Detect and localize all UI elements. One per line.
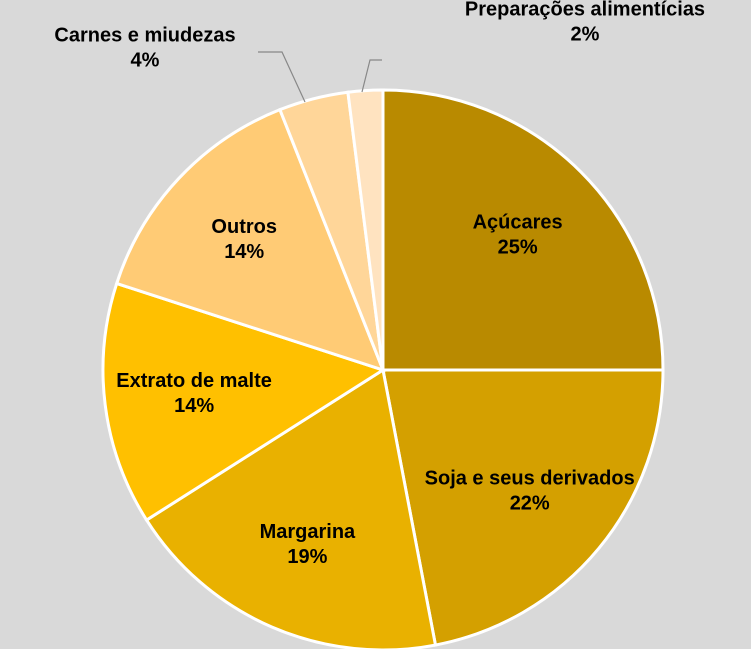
pie-slice xyxy=(144,367,438,649)
pie-slice xyxy=(101,281,387,523)
category-label: Açúcares xyxy=(473,212,563,234)
leader-line xyxy=(361,59,382,93)
pie-slice xyxy=(381,368,665,647)
category-label: Soja e seus derivados xyxy=(425,468,635,490)
leader-line xyxy=(258,51,306,103)
category-label: Margarina xyxy=(260,521,356,543)
value-label: 2% xyxy=(571,23,600,45)
value-label: 14% xyxy=(174,395,214,417)
value-label: 19% xyxy=(287,546,327,568)
value-label: 22% xyxy=(510,493,550,515)
pie-slice xyxy=(346,88,385,371)
category-label: Carnes e miudezas xyxy=(54,24,235,46)
category-label: Outros xyxy=(211,216,277,238)
pie-slice xyxy=(114,107,386,373)
value-label: 4% xyxy=(131,49,160,71)
category-label: Preparações alimentícias xyxy=(465,0,705,20)
pie-slice xyxy=(381,88,665,372)
value-label: 25% xyxy=(498,237,538,259)
category-label: Extrato de malte xyxy=(116,370,272,392)
value-label: 14% xyxy=(224,241,264,263)
